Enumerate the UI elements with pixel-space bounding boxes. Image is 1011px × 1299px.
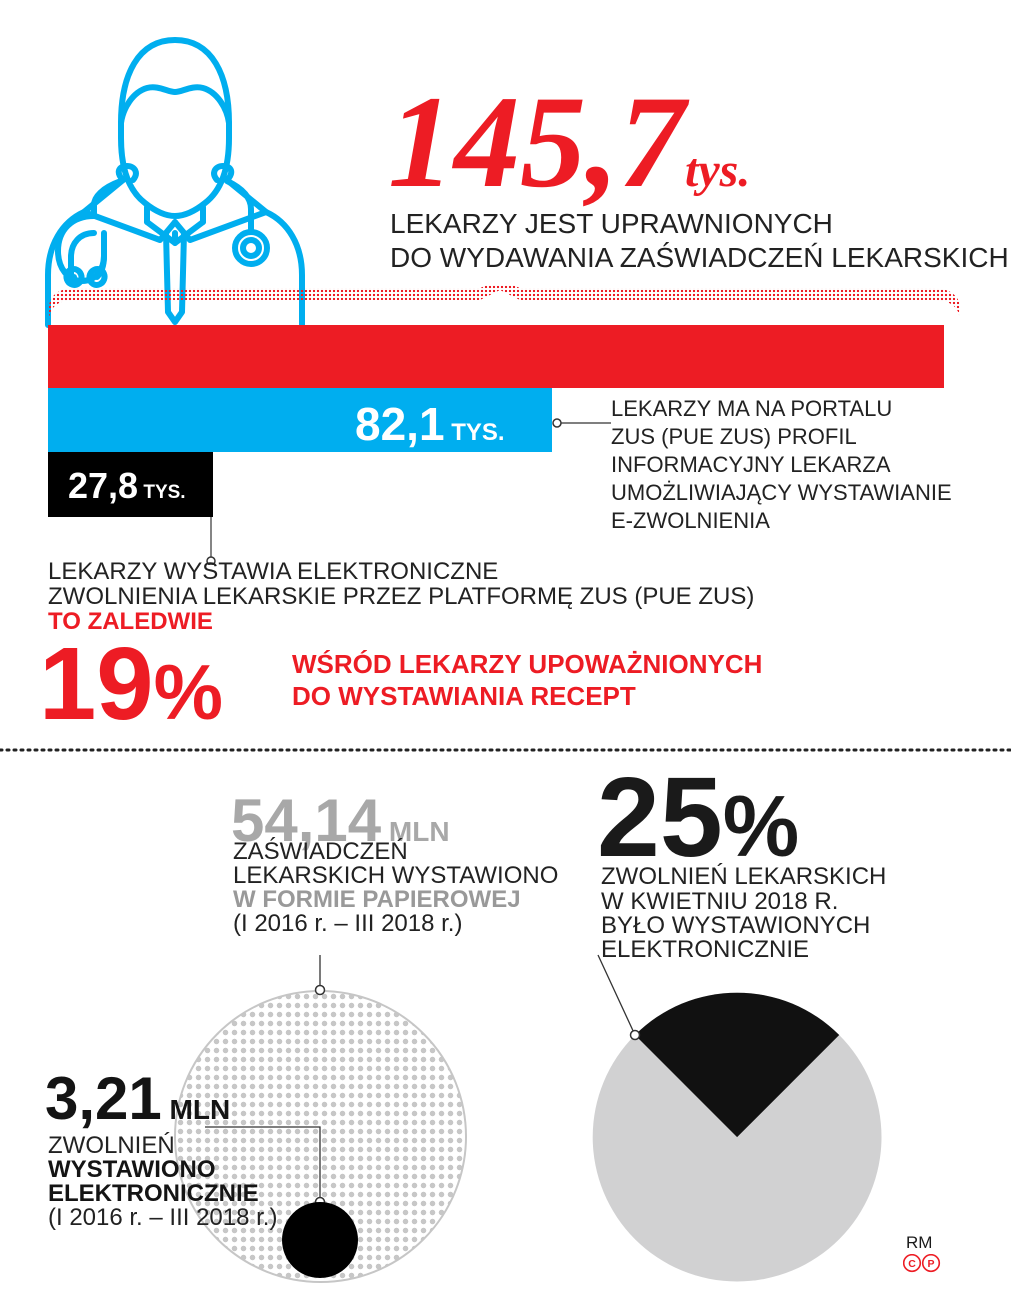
svg-text:P: P [927, 1258, 934, 1270]
svg-text:C: C [908, 1258, 916, 1270]
